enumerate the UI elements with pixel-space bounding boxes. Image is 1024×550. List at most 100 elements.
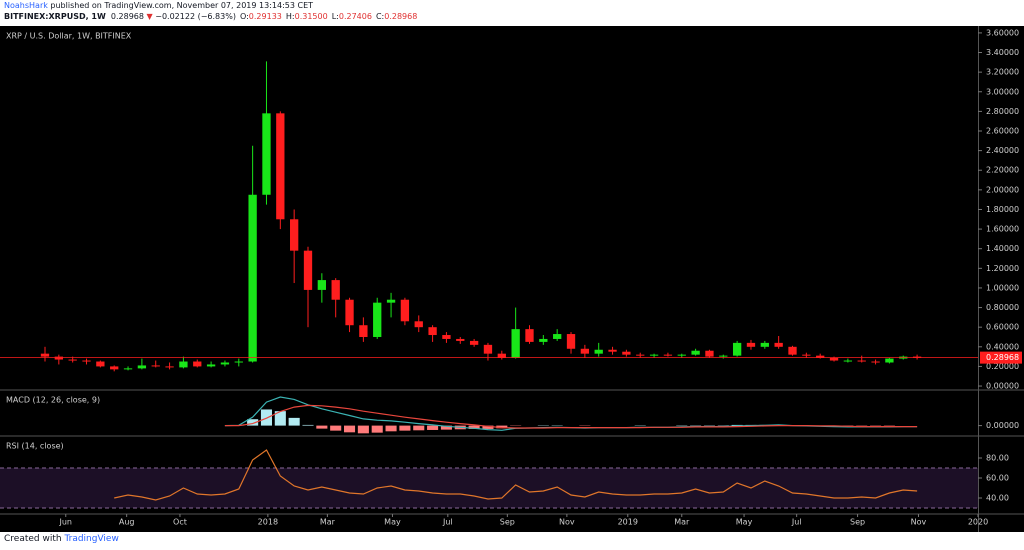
candle-body [594,349,603,354]
y-tick-label: 2.60000 [986,126,1019,135]
rsi-band [0,468,978,508]
candle-body [262,113,271,195]
brand[interactable]: TradingView [64,534,119,544]
candle-body [373,302,382,337]
ohlc-value: 0.31500 [294,12,328,21]
candle-body [857,360,866,362]
candle-body [511,329,520,358]
histogram-bar [496,425,508,429]
y-tick-label: 1.80000 [986,205,1019,214]
x-tick-label: Sep [500,518,515,527]
candle-body [746,342,756,347]
y-tick-label: 0.60000 [986,323,1019,332]
histogram-bar [385,425,397,432]
chart: XRP / U.S. Dollar, 1W, BITFINEX 0.00000 0.… [0,26,1024,532]
candle-body [912,356,922,358]
candle-body [96,361,105,367]
y-tick-label: 2.20000 [986,166,1019,175]
histogram-bar [399,425,411,431]
candle-body [497,353,506,358]
histogram-bar [288,417,300,426]
candle-body [816,355,825,358]
candle-body [456,338,465,341]
x-tick-label: Oct [173,518,187,527]
candle-body [359,325,368,337]
pane-title: MACD (12, 26, close, 9) [6,396,100,405]
x-tick-label: Nov [559,518,575,527]
candle-body [40,353,50,357]
histogram-bar [468,425,480,429]
change: −0.02122 (−6.83%) [155,12,236,21]
y-tick-label: 0.80000 [986,303,1019,312]
y-tick-label: 3.40000 [986,48,1019,57]
histogram-bar [330,425,342,431]
candle-body [539,338,548,342]
x-tick-label: May [384,518,401,527]
footer: Created with TradingView [4,534,119,544]
candle-body [774,342,783,347]
histogram-bar [413,425,425,431]
candle-body [303,250,313,290]
candle-body [663,354,673,356]
candle-body [580,348,590,354]
candle-body [220,362,230,365]
x-tick-label: 2020 [968,518,988,527]
y-tick-label: 0.00000 [986,382,1019,391]
y-tick-label: 3.00000 [986,87,1019,96]
candle-body [608,349,617,352]
publish-line: NoahsHark published on TradingView.com, … [4,0,1020,11]
candle-body [54,356,63,360]
candle-body [788,346,797,355]
y-tick-label: 2.80000 [986,107,1019,116]
candle-body [843,360,853,362]
histogram-bar [427,425,439,430]
candle-body [649,354,659,356]
candle-body [206,364,216,367]
x-tick-label: Jun [59,518,73,527]
ohlc-key: L: [331,12,339,21]
last: 0.28968 [110,12,144,21]
symbol: BITFINEX:XRPUSD, 1W [4,12,106,21]
y-tick-label: 3.60000 [986,28,1019,37]
y-tick-label: 3.20000 [986,68,1019,77]
ohlc-value: 0.28968 [384,12,418,21]
candle-body [248,194,257,362]
candle-body [636,354,645,356]
ohlc-key: O: [239,12,249,21]
histogram-bar [371,425,383,433]
candle-body [691,350,700,355]
candle-body [193,361,202,367]
ohlc-value: 0.27406 [338,12,372,21]
candle-body [179,361,188,368]
candle-body [428,327,437,336]
x-tick-label: Mar [674,518,690,527]
series-line [114,449,918,501]
y-tick-label: 1.40000 [986,244,1019,253]
candle-body [871,361,880,363]
histogram-bar [440,425,452,430]
candle-body [290,219,299,251]
candle-body [677,354,686,356]
candle-body [400,299,410,322]
x-tick-label: Nov [911,518,927,527]
candle-body [885,358,894,363]
candle-body [622,351,631,355]
y-tick-label: 2.40000 [986,146,1019,155]
histogram-bar [316,425,328,429]
candle-body [82,360,91,362]
x-tick-label: 2018 [258,518,278,527]
candle-body [829,357,839,361]
candle-body [732,342,742,356]
candle-body [317,280,326,290]
series-line [224,404,918,429]
candle-body [760,342,769,347]
histogram-bar [274,411,286,426]
y-tick-label: 0.00000 [986,421,1019,430]
histogram-bar [343,425,356,433]
histogram-bar [302,424,314,426]
author[interactable]: NoahsHark [4,1,48,10]
last-price-box [980,351,1022,364]
candle-body [165,366,174,368]
candle-body [566,334,576,349]
candle-body [110,366,119,370]
